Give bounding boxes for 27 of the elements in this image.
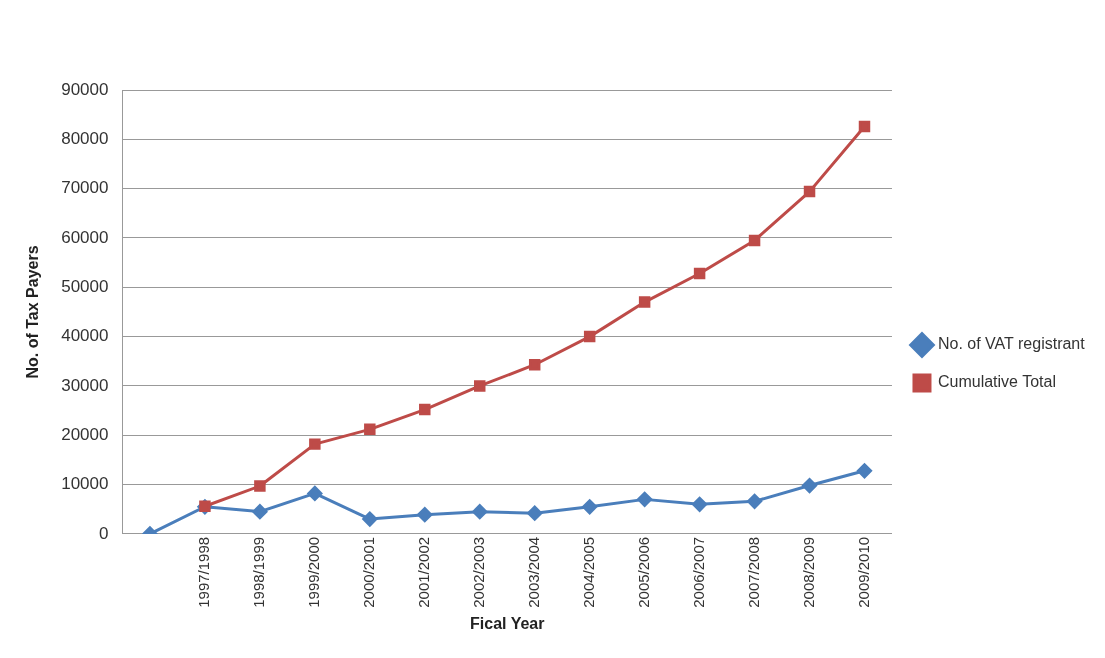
x-tick-label: 1999/2000 (304, 536, 322, 608)
y-axis-title: No. of Tax Payers (24, 245, 42, 379)
legend-label: Cumulative Total (937, 373, 1056, 391)
y-tick-label: 30000 (61, 375, 109, 395)
legend-label: No. of VAT registrant (937, 335, 1086, 353)
x-tick-label: 1998/1999 (250, 536, 268, 608)
x-tick-label: 2000/2001 (359, 536, 377, 608)
x-tick-label: 2009/2010 (854, 536, 872, 608)
x-axis-title: Fical Year (470, 614, 545, 632)
x-tick-label: 2008/2009 (799, 536, 817, 608)
x-tick-label: 2007/2008 (744, 536, 762, 608)
x-tick-label: 2001/2002 (414, 536, 432, 608)
y-tick-label: 90000 (61, 79, 109, 99)
y-tick-label: 40000 (61, 326, 109, 346)
x-tick-label: 2003/2004 (524, 536, 542, 608)
x-tick-label: 1997/1998 (195, 536, 213, 608)
y-tick-label: 50000 (61, 276, 109, 296)
y-tick-label: 70000 (61, 178, 109, 198)
y-tick-label: 20000 (61, 424, 109, 444)
y-tick-label: 80000 (61, 129, 109, 149)
y-tick-label: 60000 (61, 227, 109, 247)
x-tick-label: 2005/2006 (634, 536, 652, 608)
y-tick-label: 10000 (61, 474, 109, 494)
y-tick-label: 0 (99, 523, 109, 543)
x-tick-label: 2006/2007 (689, 536, 707, 608)
x-tick-label: 2004/2005 (579, 536, 597, 608)
x-tick-label: 2002/2003 (469, 536, 487, 608)
